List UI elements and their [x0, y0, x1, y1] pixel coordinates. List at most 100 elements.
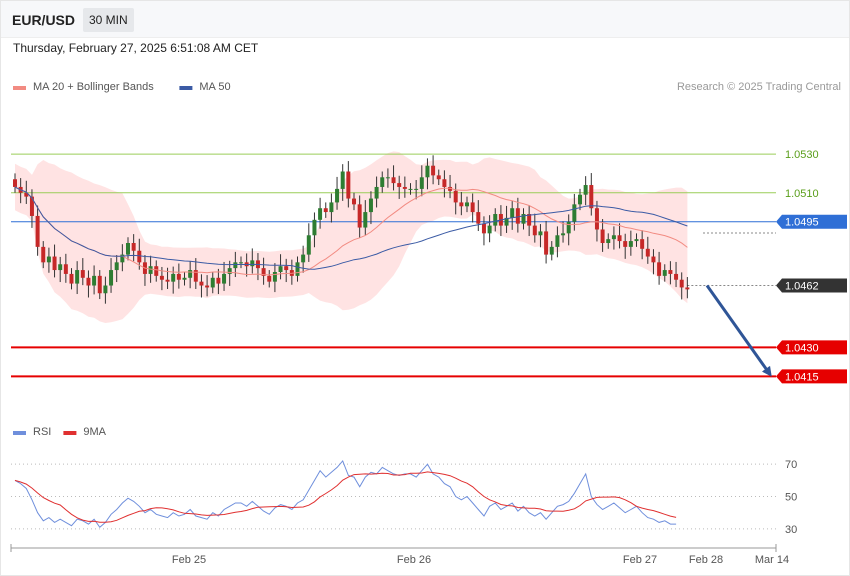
level-label-1.0530: 1.0530 — [785, 149, 819, 161]
candle-body — [385, 177, 390, 179]
main-legend-swatch — [13, 86, 26, 90]
candle-body — [272, 271, 277, 282]
candle-body — [628, 241, 633, 247]
candle-body — [227, 268, 232, 274]
level-tag-1.0462 — [776, 278, 847, 293]
rsi-tick-30: 30 — [785, 524, 797, 536]
candle-body — [222, 273, 227, 284]
candle-body — [504, 217, 509, 226]
candle-body — [97, 275, 102, 294]
candle-body — [527, 214, 532, 226]
candle-body — [165, 279, 170, 282]
candle-body — [239, 262, 243, 264]
candle-body — [171, 273, 176, 282]
candle-body — [340, 171, 345, 189]
candle-body — [572, 204, 577, 222]
candle-body — [58, 264, 63, 271]
candle-body — [46, 256, 51, 263]
x-tick-label: Feb 27 — [623, 554, 657, 566]
timeframe-badge[interactable]: 30 MIN — [83, 8, 134, 32]
candle-body — [481, 223, 486, 234]
x-tick-label: Feb 25 — [172, 554, 206, 566]
rsi-tick-70: 70 — [785, 459, 797, 471]
candle-body — [414, 188, 419, 190]
candle-body — [651, 256, 656, 263]
candle-body — [476, 212, 481, 224]
candle-body — [63, 264, 68, 274]
candle-body — [623, 241, 628, 247]
candle-body — [329, 202, 334, 213]
candle-body — [645, 248, 650, 257]
candle-body — [267, 275, 272, 282]
candle-body — [182, 277, 187, 280]
rsi-legend-swatch — [13, 431, 26, 435]
candle-body — [374, 186, 379, 199]
header-bar: EUR/USD 30 MIN — [1, 1, 849, 38]
candle-body — [425, 165, 430, 178]
candle-body — [640, 239, 645, 249]
ma20-line — [14, 186, 688, 276]
candle-body — [634, 239, 639, 242]
candle-body — [295, 262, 300, 276]
candle-body — [41, 246, 46, 263]
level-label-1.0510: 1.0510 — [785, 188, 819, 200]
candle-body — [137, 250, 142, 263]
level-tag-1.0430 — [776, 340, 847, 355]
credit-text: Research © 2025 Trading Central — [677, 81, 841, 93]
candle-body — [357, 204, 362, 228]
candle-body — [368, 198, 373, 213]
candle-body — [493, 214, 498, 226]
candle-body — [561, 233, 566, 236]
candle-body — [419, 177, 424, 189]
x-tick-label: Feb 28 — [689, 554, 723, 566]
rsi-legend-label: 9MA — [83, 426, 106, 438]
candle-body — [205, 285, 210, 288]
candle-body — [566, 221, 571, 234]
candle-body — [346, 171, 351, 199]
candle-body — [442, 179, 447, 187]
candle-body — [668, 270, 673, 274]
candle-body — [470, 202, 475, 213]
candle-body — [250, 260, 255, 267]
candle-body — [402, 186, 407, 189]
candle-body — [453, 190, 458, 203]
candle-body — [391, 177, 396, 184]
candle-body — [397, 183, 402, 187]
x-tick-label: Mar 14 — [755, 554, 789, 566]
candle-body — [657, 262, 662, 276]
projection-arrow — [705, 284, 772, 377]
rsi-tick-50: 50 — [785, 492, 797, 504]
candle-body — [578, 194, 582, 205]
candle-body — [35, 215, 40, 247]
candle-body — [261, 268, 266, 276]
rsi-legend-swatch — [63, 431, 77, 435]
candle-body — [674, 273, 679, 280]
candle-body — [448, 186, 453, 191]
candle-body — [465, 202, 469, 207]
x-tick-label: Feb 26 — [397, 554, 431, 566]
candle-body — [13, 179, 17, 187]
candle-body — [52, 256, 57, 271]
candle-body — [120, 254, 125, 263]
candle-body — [617, 235, 622, 242]
candle-body — [606, 239, 611, 244]
datetime-label: Thursday, February 27, 2025 6:51:08 AM C… — [13, 41, 259, 55]
candle-body — [544, 231, 549, 255]
main-legend-label: MA 50 — [199, 81, 230, 93]
candle-body — [278, 266, 283, 272]
rsi-legend-label: RSI — [33, 426, 51, 438]
candle-body — [131, 243, 136, 251]
rsi-line — [14, 459, 677, 529]
candle-body — [193, 270, 198, 282]
level-label-1.0462: 1.0462 — [785, 281, 819, 293]
candle-body — [80, 270, 85, 278]
candle-body — [318, 208, 323, 220]
candle-body — [555, 235, 560, 247]
candle-body — [103, 285, 108, 294]
rsi-ma-line — [14, 471, 677, 523]
candle-body — [188, 270, 193, 278]
candle-body — [408, 188, 413, 190]
candle-body — [679, 279, 684, 288]
candle-body — [233, 262, 238, 269]
